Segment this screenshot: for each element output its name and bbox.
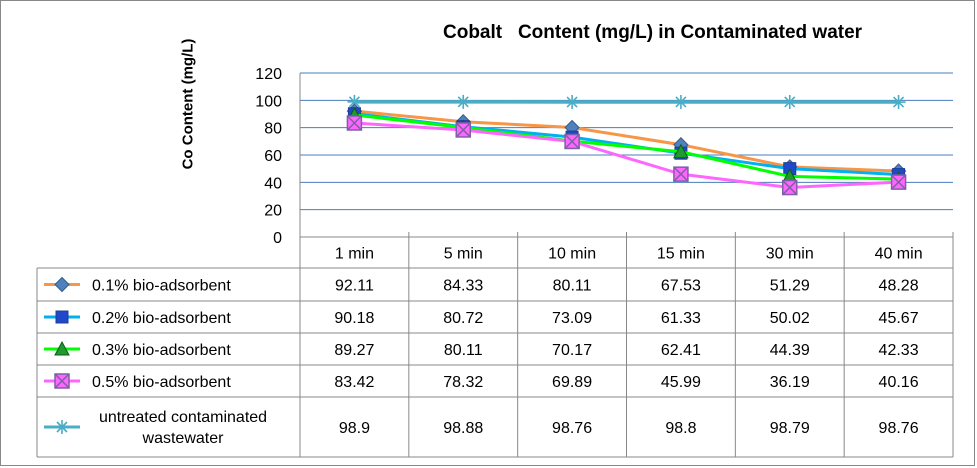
y-tick-label: 40	[264, 175, 282, 192]
legend-key-marker	[54, 276, 70, 293]
legend-key-marker	[55, 420, 69, 434]
y-tick-label: 120	[255, 66, 282, 83]
data-label: 67.53	[661, 278, 701, 295]
data-label: 98.88	[443, 420, 483, 437]
x-tick-label: 1 min	[335, 246, 374, 263]
data-label: 90.18	[334, 310, 374, 327]
data-point	[673, 143, 689, 159]
y-tick-label: 80	[264, 121, 282, 138]
legend-label: 0.3% bio-adsorbent	[92, 342, 231, 359]
data-point-cross	[782, 180, 798, 196]
y-tick-label: 0	[273, 230, 282, 247]
data-label: 50.02	[770, 310, 810, 327]
legend-label: 0.2% bio-adsorbent	[92, 310, 231, 327]
data-label: 92.11	[335, 278, 374, 295]
data-label: 98.8	[665, 420, 696, 437]
data-label: 83.42	[334, 374, 374, 391]
data-label: 45.99	[661, 374, 701, 391]
data-label: 40.16	[879, 374, 919, 391]
legend-label: 0.5% bio-adsorbent	[92, 374, 231, 391]
legend-key-marker	[55, 310, 69, 324]
data-point	[891, 95, 906, 110]
data-point-cross	[891, 174, 907, 190]
data-point-cross	[455, 122, 471, 138]
data-point-cross	[673, 166, 689, 182]
data-label: 42.33	[879, 342, 919, 359]
data-point	[565, 95, 580, 110]
data-label: 98.9	[339, 420, 370, 437]
data-label: 73.09	[552, 310, 592, 327]
y-tick-label: 60	[264, 148, 282, 165]
data-label: 44.39	[770, 342, 810, 359]
x-tick-label: 40 min	[875, 246, 923, 263]
data-point	[456, 94, 471, 109]
legend-label: untreated contaminated	[99, 409, 267, 426]
data-label: 36.19	[770, 374, 810, 391]
data-label: 80.72	[443, 310, 483, 327]
data-label: 89.27	[334, 342, 374, 359]
data-label: 84.33	[443, 278, 483, 295]
series-line	[354, 121, 899, 190]
data-point	[673, 94, 688, 109]
data-label: 78.32	[443, 374, 483, 391]
legend-key-marker	[54, 340, 70, 356]
data-point-cross	[346, 115, 362, 131]
data-label: 61.33	[661, 310, 701, 327]
data-point	[347, 94, 362, 109]
series-line	[354, 109, 899, 173]
data-label: 45.67	[879, 310, 919, 327]
legend-label: wastewater	[142, 430, 225, 447]
x-tick-label: 5 min	[444, 246, 483, 263]
x-tick-label: 10 min	[548, 246, 596, 263]
y-tick-label: 100	[255, 93, 282, 110]
data-label: 80.11	[444, 342, 483, 359]
data-label: 69.89	[552, 374, 592, 391]
chart-title: Cobalt Content (mg/L) in Contaminated wa…	[443, 22, 863, 43]
data-label: 98.76	[879, 420, 919, 437]
data-point-cross	[564, 133, 580, 150]
data-label: 48.28	[879, 278, 919, 295]
data-label: 62.41	[661, 342, 701, 359]
y-tick-label: 20	[264, 203, 282, 220]
data-label: 98.76	[552, 420, 592, 437]
data-label: 70.17	[552, 342, 592, 359]
data-point	[782, 94, 797, 109]
data-label: 80.11	[553, 278, 592, 295]
x-tick-label: 15 min	[657, 246, 705, 263]
legend-key-marker-cross	[54, 373, 70, 389]
legend-label: 0.1% bio-adsorbent	[92, 278, 231, 295]
series-line	[354, 113, 899, 181]
data-label: 98.79	[770, 420, 810, 437]
x-tick-label: 30 min	[766, 246, 814, 263]
data-label: 51.29	[770, 278, 810, 295]
